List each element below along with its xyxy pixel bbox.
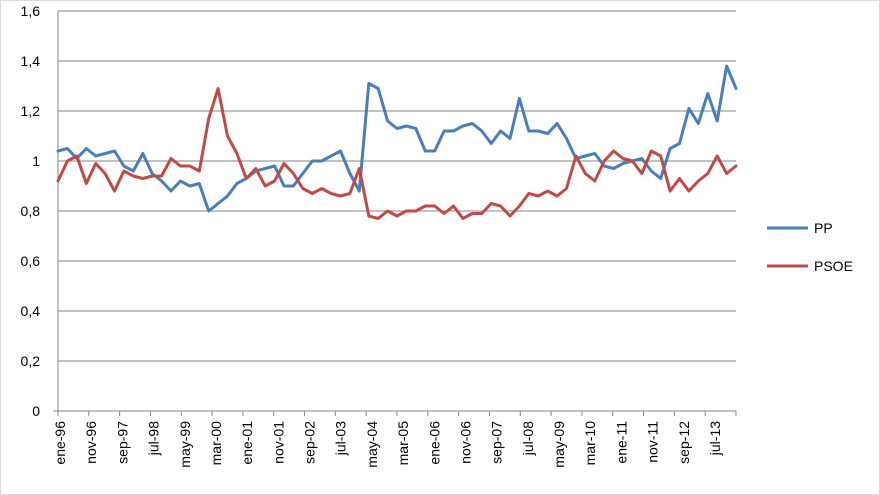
x-tick-label: jul-98 [146,421,162,456]
series-line-pp [56,64,738,213]
x-tick-label: ene-06 [426,421,442,465]
x-tick-label: sep-02 [302,421,318,464]
y-tick-label: 1,6 [21,3,41,19]
y-tick-label: 0,4 [21,303,41,319]
x-tick-label: may-99 [177,421,193,468]
legend-label: PSOE [814,258,853,274]
y-tick-label: 0,2 [21,353,41,369]
x-tick-label: nov-01 [270,421,286,464]
legend: PP PSOE [767,220,853,274]
x-tick-label: nov-96 [83,421,99,464]
y-tick-label: 1,4 [21,53,41,69]
y-tick-label: 1,2 [21,103,41,119]
x-tick-label: jul-13 [707,421,723,456]
x-tick-label: mar-10 [582,421,598,466]
x-tick-label: sep-07 [489,421,505,464]
y-tick-label: 0,8 [21,203,41,219]
x-tick-label: ene-96 [52,421,68,465]
y-tick-label: 0,6 [21,253,41,269]
y-tick-label: 1 [32,153,40,169]
x-tick-label: nov-06 [457,421,473,464]
series-line-psoe [56,87,738,220]
x-tick-label: may-09 [551,421,567,468]
y-tick-label: 0 [32,403,40,419]
legend-label: PP [814,220,833,236]
x-tick-label: ene-11 [613,421,629,464]
x-tick-label: sep-12 [676,421,692,464]
x-tick-label: jul-03 [333,421,349,456]
x-tick-label: mar-05 [395,421,411,466]
gridlines [58,10,736,362]
x-tick-label: nov-11 [645,421,661,463]
x-tick-label: jul-08 [520,421,536,456]
x-tick-label: sep-97 [114,421,130,464]
series-lines [56,64,738,220]
axes: 0 0,2 0,4 0,6 0,8 1 1,2 1,4 1,6 ene-96 nov-96 sep-9… [21,3,737,468]
x-tick-label: mar-00 [208,421,224,466]
x-tick-label: may-04 [364,421,380,468]
x-tick-label: ene-01 [239,421,255,465]
